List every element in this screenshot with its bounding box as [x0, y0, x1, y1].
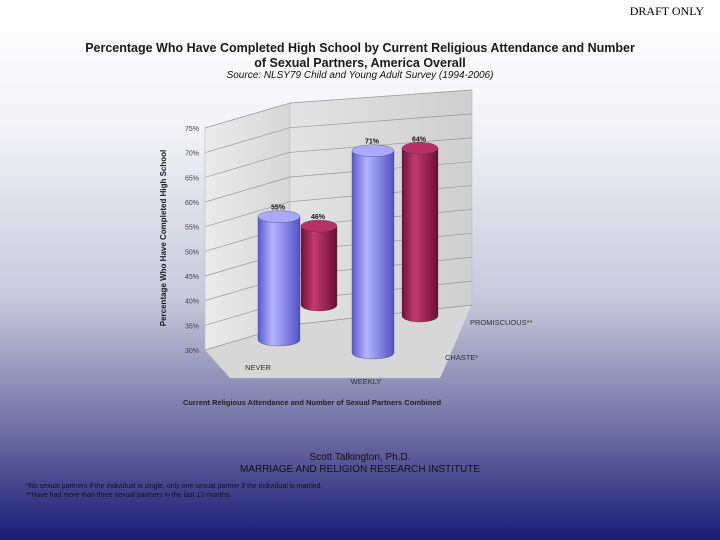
y-tick-label: 55% [185, 225, 199, 232]
x-tick-label-never: NEVER [245, 363, 271, 372]
y-tick-label: 45% [185, 274, 199, 281]
author-name: Scott Talkington, Ph.D. [309, 452, 411, 463]
bar-chaste-never [257, 210, 301, 347]
y-tick-label: 35% [185, 323, 199, 330]
depth-label-promiscuous: PROMISCUOUS** [470, 318, 533, 327]
x-tick-label-weekly: WEEKLY [351, 377, 382, 386]
data-label: 55% [271, 205, 286, 212]
depth-label-chaste: CHASTE* [445, 353, 478, 362]
y-tick-label: 70% [185, 151, 199, 158]
y-tick-label: 60% [185, 200, 199, 207]
footnotes: *No sexual partners if the individual is… [26, 482, 323, 500]
bar-top [300, 219, 338, 233]
chart-subtitle: Source: NLSY79 Child and Young Adult Sur… [226, 70, 494, 81]
bar-body [257, 216, 301, 347]
draft-watermark: DRAFT ONLY [629, 4, 704, 18]
y-tick-label: 65% [185, 175, 199, 182]
x-axis-title: Current Religious Attendance and Number … [183, 398, 442, 407]
bar-top [257, 210, 301, 223]
chart-title-line2: of Sexual Partners, America Overall [254, 56, 466, 70]
bar-promiscuous-never [300, 219, 338, 312]
y-tick-label: 40% [185, 299, 199, 306]
y-axis-title: Percentage Who Have Completed High Schoo… [159, 150, 168, 326]
gridline [204, 137, 473, 178]
bar-body [300, 225, 338, 312]
footnote-chaste: *No sexual partners if the individual is… [26, 483, 323, 490]
y-tick-label: 50% [185, 249, 199, 256]
bar-promiscuous-weekly [401, 142, 439, 323]
institute-name: MARRIAGE AND RELIGION RESEARCH INSTITUTE [239, 464, 481, 475]
bar-top [351, 144, 395, 157]
bar-body [351, 150, 395, 360]
gridline [204, 89, 473, 129]
footnote-promiscuous: **Have had more than three sexual partne… [26, 492, 232, 499]
bar-body [401, 148, 439, 323]
y-tick-label: 30% [185, 348, 199, 355]
author-block: Scott Talkington, Ph.D. MARRIAGE AND REL… [0, 452, 720, 476]
data-label: 64% [412, 136, 427, 143]
y-tick-label: 75% [185, 126, 199, 133]
bar-top [401, 142, 439, 155]
data-label: 71% [365, 139, 380, 146]
chart-title-line1: Percentage Who Have Completed High Schoo… [85, 41, 635, 55]
chart-title: Percentage Who Have Completed High Schoo… [0, 41, 720, 71]
gridline [204, 113, 473, 154]
bar-chaste-weekly [351, 144, 395, 360]
data-label: 46% [311, 214, 326, 221]
